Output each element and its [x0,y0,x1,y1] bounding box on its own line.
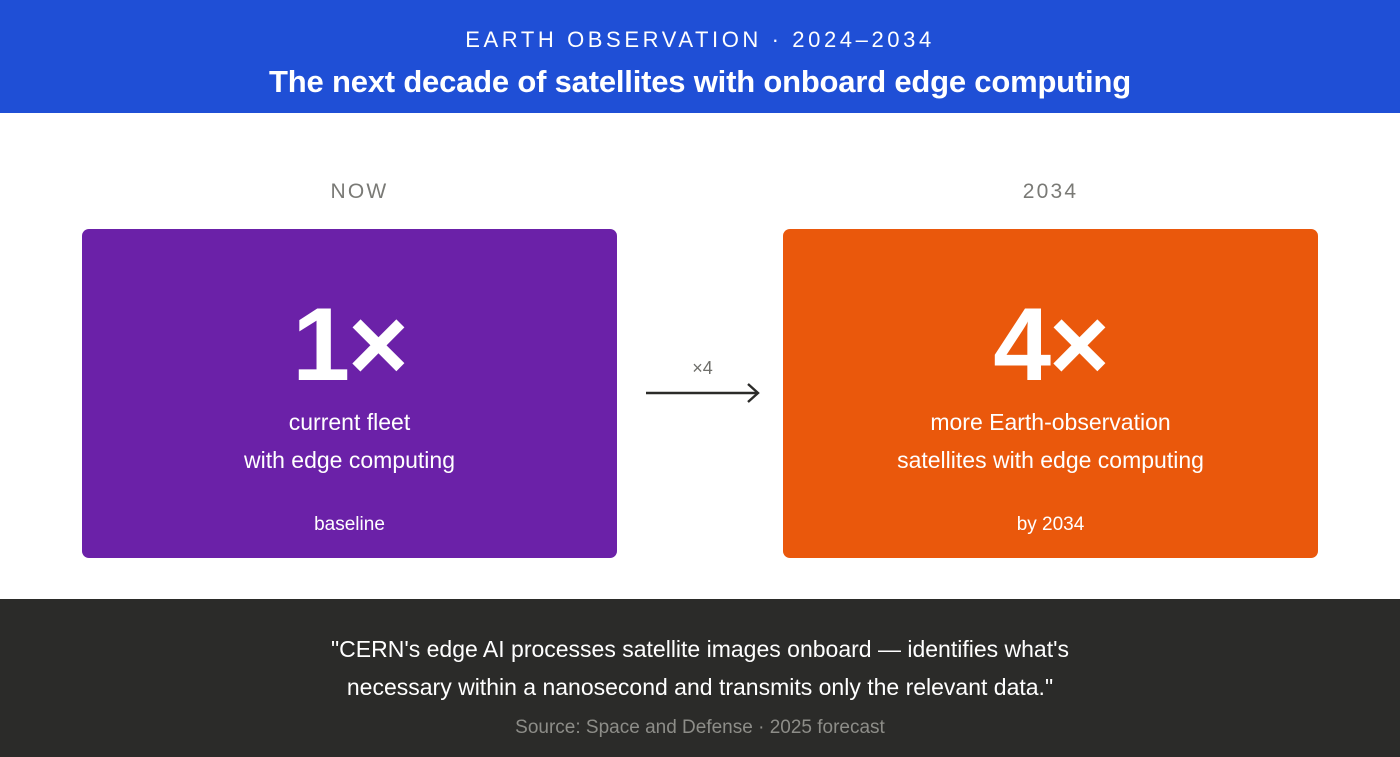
now-column-label: NOW [330,180,389,203]
future-description-line-2: satellites with edge computing [897,447,1204,473]
arrow-right-icon [646,383,760,403]
now-stat-value: 1× [292,287,409,403]
now-description-line-1: current fleet [288,409,411,435]
quote-line-2: necessary within a nanosecond and transm… [346,674,1054,700]
pull-quote: "CERN's edge AI processes satellite imag… [0,630,1400,706]
growth-multiplier: ×4 [692,358,713,378]
future-stat-card: 4× more Earth-observation satellites wit… [783,229,1318,558]
now-stat-footnote: baseline [314,514,385,535]
future-stat-value: 4× [993,287,1110,403]
future-column-label: 2034 [1022,180,1079,203]
page-title: The next decade of satellites with onboa… [269,64,1131,99]
quote-line-1: "CERN's edge AI processes satellite imag… [331,636,1069,662]
source-credit: Source: Space and Defense · 2025 forecas… [515,717,885,738]
now-stat-card: 1× current fleet with edge computing bas… [82,229,617,558]
comparison-section: NOW 2034 1× current fleet with edge comp… [0,113,1400,599]
now-description-line-2: with edge computing [244,447,455,473]
header-kicker: EARTH OBSERVATION · 2024–2034 [465,27,935,52]
future-stat-description: more Earth-observation satellites with e… [783,403,1318,479]
growth-connector: ×4 [640,353,765,413]
quote-band: "CERN's edge AI processes satellite imag… [0,599,1400,757]
future-description-line-1: more Earth-observation [930,409,1171,435]
future-stat-footnote: by 2034 [1016,514,1085,535]
header-banner: EARTH OBSERVATION · 2024–2034 The next d… [0,0,1400,113]
now-stat-description: current fleet with edge computing [82,403,617,479]
